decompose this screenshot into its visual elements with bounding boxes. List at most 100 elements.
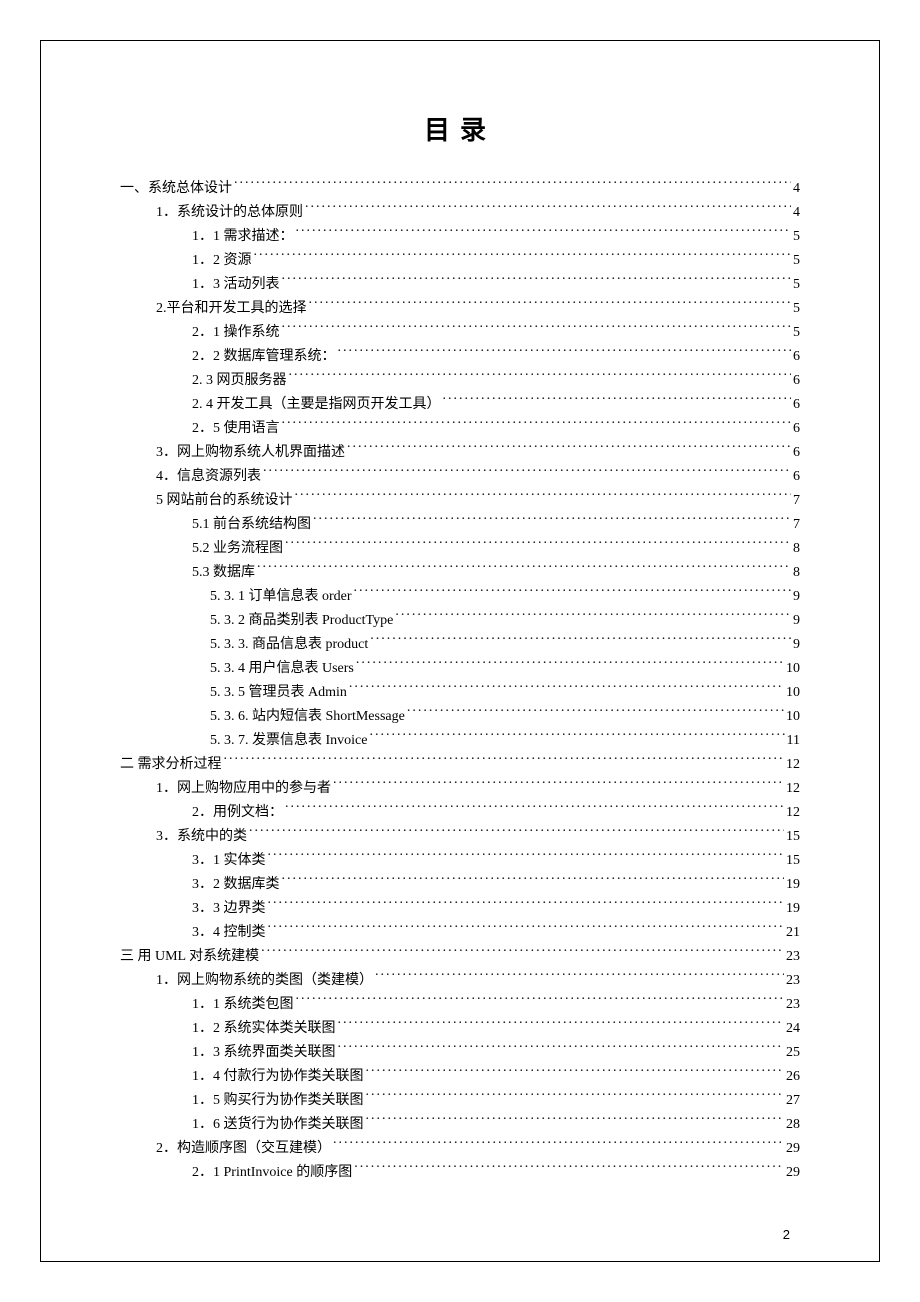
- toc-entry-label: 1．6 送货行为协作类关联图: [192, 1113, 364, 1137]
- toc-entry-label: 2.平台和开发工具的选择: [156, 297, 307, 321]
- toc-entry: 5. 3. 6. 站内短信表 ShortMessage10: [120, 705, 800, 729]
- toc-entry-label: 三 用 UML 对系统建模: [120, 945, 259, 969]
- toc-entry-label: 2．5 使用语言: [192, 417, 280, 441]
- toc-entry-page: 12: [786, 753, 800, 777]
- toc-entry-label: 5 网站前台的系统设计: [156, 489, 293, 513]
- toc-entry: 3．3 边界类 19: [120, 897, 800, 921]
- toc-entry-page: 12: [786, 801, 800, 825]
- toc-entry-page: 15: [786, 825, 800, 849]
- toc-leader-dots: [338, 346, 792, 360]
- toc-entry-label: 3．4 控制类: [192, 921, 266, 945]
- toc-entry: 5. 3. 3. 商品信息表 product9: [120, 633, 800, 657]
- toc-leader-dots: [295, 490, 792, 504]
- toc-entry-page: 4: [793, 177, 800, 201]
- toc-leader-dots: [356, 658, 784, 672]
- toc-leader-dots: [224, 754, 785, 768]
- toc-entry: 5. 3. 7. 发票信息表 Invoice11: [120, 729, 800, 753]
- toc-leader-dots: [309, 298, 792, 312]
- toc-leader-dots: [354, 1162, 784, 1176]
- toc-entry-label: 1．2 资源: [192, 249, 252, 273]
- toc-entry: 5.1 前台系统结构图7: [120, 513, 800, 537]
- toc-entry: 2．构造顺序图（交互建模）29: [120, 1137, 800, 1161]
- toc-entry-label: 2．1 PrintInvoice 的顺序图: [192, 1161, 352, 1185]
- toc-entry: 3．4 控制类21: [120, 921, 800, 945]
- toc-entry: 1．4 付款行为协作类关联图26: [120, 1065, 800, 1089]
- toc-entry: 1．1 系统类包图23: [120, 993, 800, 1017]
- toc-entry-label: 2．构造顺序图（交互建模）: [156, 1137, 331, 1161]
- toc-leader-dots: [366, 1090, 785, 1104]
- toc-entry: 1．1 需求描述： 5: [120, 225, 800, 249]
- toc-leader-dots: [338, 1018, 785, 1032]
- toc-entry: 1．2 资源 5: [120, 249, 800, 273]
- toc-entry: 一、系统总体设计 4: [120, 177, 800, 201]
- toc-entry-label: 1．4 付款行为协作类关联图: [192, 1065, 364, 1089]
- toc-entry-label: 1．1 需求描述：: [192, 225, 294, 249]
- toc-entry-label: 1．5 购买行为协作类关联图: [192, 1089, 364, 1113]
- toc-entry: 1．系统设计的总体原则4: [120, 201, 800, 225]
- toc-entry-page: 6: [793, 369, 800, 393]
- toc-leader-dots: [347, 442, 791, 456]
- toc-entry-label: 5. 3. 4 用户信息表 Users: [210, 657, 354, 681]
- toc-entry: 2．1 PrintInvoice 的顺序图 29: [120, 1161, 800, 1185]
- toc-leader-dots: [249, 826, 784, 840]
- toc-entry-page: 19: [786, 897, 800, 921]
- toc-entry: 4．信息资源列表6: [120, 465, 800, 489]
- toc-entry-label: 1．3 活动列表: [192, 273, 280, 297]
- toc-entry-page: 24: [786, 1017, 800, 1041]
- toc-entry-page: 23: [786, 993, 800, 1017]
- toc-entry-label: 2．2 数据库管理系统：: [192, 345, 336, 369]
- toc-entry-label: 3．1 实体类: [192, 849, 266, 873]
- toc-entry-page: 5: [793, 225, 800, 249]
- toc-entry-page: 12: [786, 777, 800, 801]
- toc-entry-label: 4．信息资源列表: [156, 465, 261, 489]
- toc-entry-page: 5: [793, 249, 800, 273]
- toc-leader-dots: [366, 1066, 785, 1080]
- toc-entry-page: 28: [786, 1113, 800, 1137]
- toc-leader-dots: [296, 994, 785, 1008]
- toc-leader-dots: [407, 706, 784, 720]
- toc-entry: 2. 3 网页服务器6: [120, 369, 800, 393]
- toc-entry: 2. 4 开发工具（主要是指网页开发工具）6: [120, 393, 800, 417]
- toc-entry-label: 5.2 业务流程图: [192, 537, 283, 561]
- toc-entry-label: 5.1 前台系统结构图: [192, 513, 311, 537]
- toc-entry-label: 5. 3. 7. 发票信息表 Invoice: [210, 729, 367, 753]
- page-number: 2: [783, 1227, 790, 1242]
- toc-leader-dots: [285, 538, 791, 552]
- toc-leader-dots: [333, 778, 784, 792]
- toc-entry-page: 10: [786, 705, 800, 729]
- toc-entry-page: 9: [793, 609, 800, 633]
- toc-entry-label: 5.3 数据库: [192, 561, 255, 585]
- toc-entry-page: 6: [793, 345, 800, 369]
- toc-entry-label: 3．系统中的类: [156, 825, 247, 849]
- toc-entry: 3．网上购物系统人机界面描述6: [120, 441, 800, 465]
- toc-entry: 2．用例文档： 12: [120, 801, 800, 825]
- toc-entry: 1．3 活动列表5: [120, 273, 800, 297]
- toc-leader-dots: [261, 946, 784, 960]
- toc-entry-page: 10: [786, 657, 800, 681]
- toc-leader-dots: [338, 1042, 785, 1056]
- toc-entry: 5. 3. 1 订单信息表 order9: [120, 585, 800, 609]
- toc-entry-label: 3．3 边界类: [192, 897, 266, 921]
- toc-entry-label: 2．1 操作系统: [192, 321, 280, 345]
- toc-entry-page: 7: [793, 489, 800, 513]
- toc-entry: 1．网上购物系统的类图（类建模）23: [120, 969, 800, 993]
- toc-entry-label: 1．网上购物系统的类图（类建模）: [156, 969, 373, 993]
- toc-entry-label: 1．3 系统界面类关联图: [192, 1041, 336, 1065]
- toc-entry: 2．2 数据库管理系统： 6: [120, 345, 800, 369]
- toc-entry-page: 29: [786, 1161, 800, 1185]
- toc-leader-dots: [369, 730, 784, 744]
- toc-entry: 三 用 UML 对系统建模23: [120, 945, 800, 969]
- toc-entry-label: 1．2 系统实体类关联图: [192, 1017, 336, 1041]
- toc-leader-dots: [296, 226, 792, 240]
- toc-leader-dots: [354, 586, 791, 600]
- toc-leader-dots: [263, 466, 791, 480]
- toc-entry-label: 2．用例文档：: [192, 801, 283, 825]
- toc-entry-page: 15: [786, 849, 800, 873]
- toc-leader-dots: [313, 514, 791, 528]
- toc-entry-label: 一、系统总体设计: [120, 177, 232, 201]
- toc-entry-page: 9: [793, 585, 800, 609]
- toc-entry: 3．2 数据库类19: [120, 873, 800, 897]
- toc-entry: 1．6 送货行为协作类关联图 28: [120, 1113, 800, 1137]
- toc-leader-dots: [349, 682, 784, 696]
- toc-leader-dots: [285, 802, 784, 816]
